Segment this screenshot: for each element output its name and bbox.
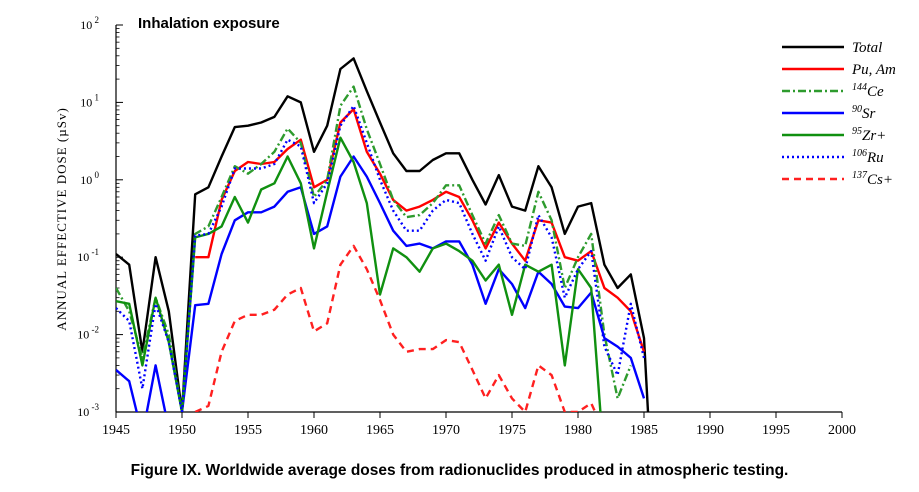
legend-label: 90Sr (852, 104, 876, 122)
y-axis-label: ANNUAL EFFECTIVE DOSE (µSv) (54, 107, 69, 331)
x-tick-label: 1985 (630, 423, 658, 438)
x-tick-label: 1980 (564, 423, 592, 438)
legend-label: Pu, Am (851, 62, 896, 78)
x-tick-label: 2000 (828, 423, 856, 438)
figure-caption: Figure IX. Worldwide average doses from … (130, 462, 789, 479)
series-line-total (116, 57, 650, 412)
legend-label: Total (852, 40, 882, 56)
series-line-cs- (194, 244, 597, 412)
chart-title: Inhalation exposure (138, 15, 280, 32)
y-tick-label: 10 -3 (77, 402, 99, 419)
series-line-zr- (116, 136, 602, 412)
x-tick-label: 1955 (234, 423, 262, 438)
x-tick-label: 1995 (762, 423, 790, 438)
series-line-ce (116, 85, 632, 412)
legend-label: 144Ce (852, 82, 884, 100)
series-line-ru (116, 104, 646, 412)
x-tick-label: 1990 (696, 423, 724, 438)
axes: 1945 1950 1955 1960 1965 1970 1975 1980 1985 1990… (77, 15, 856, 438)
x-tick-label: 1970 (432, 423, 460, 438)
y-tick-label: 10 2 (80, 15, 99, 32)
legend: Total Pu, Am 144Ce 90Sr 95Zr+ 106Ru 137Cs+ (782, 40, 896, 188)
x-tick-label: 1965 (366, 423, 394, 438)
x-tick-label: 1975 (498, 423, 526, 438)
legend-label: 137Cs+ (852, 170, 893, 188)
y-tick-label: 10 -1 (77, 247, 99, 264)
y-tick-label: 10 1 (80, 92, 99, 109)
chart: 1945 1950 1955 1960 1965 1970 1975 1980 1985 1990… (54, 15, 896, 438)
y-tick-label: 10 -2 (77, 325, 99, 342)
x-tick-label: 1960 (300, 423, 328, 438)
x-tick-label: 1950 (168, 423, 196, 438)
legend-label: 95Zr+ (852, 126, 886, 144)
series-layer (116, 57, 650, 412)
series-line-pu-am (195, 107, 646, 353)
x-tick-label: 1945 (102, 423, 130, 438)
y-tick-label: 10 0 (80, 170, 99, 187)
legend-label: 106Ru (852, 148, 884, 166)
